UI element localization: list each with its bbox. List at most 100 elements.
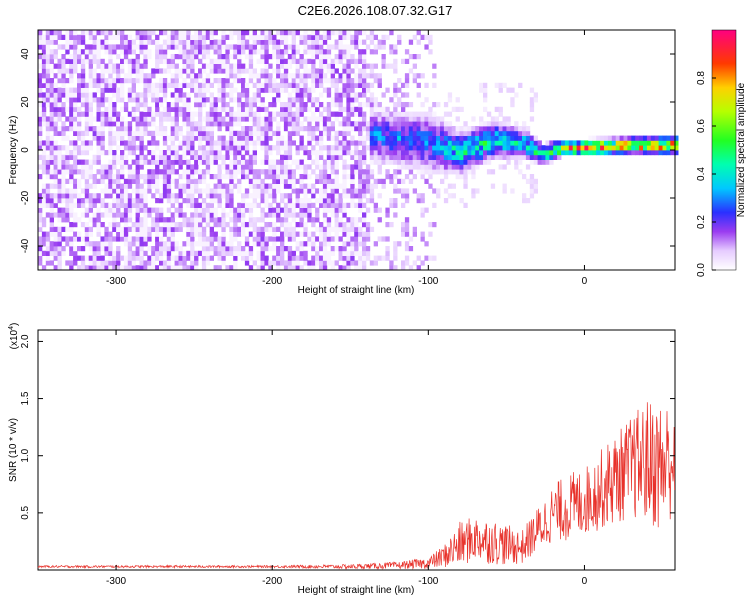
- heatmap-cell: [303, 207, 308, 213]
- heatmap-cell: [186, 236, 191, 242]
- heatmap-cell: [241, 116, 246, 122]
- heatmap-cell: [209, 231, 214, 237]
- heatmap-cell: [483, 92, 488, 98]
- heatmap-cell: [311, 87, 316, 93]
- heatmap-cell: [295, 78, 300, 84]
- heatmap-cell: [201, 212, 207, 218]
- heatmap-cell: [217, 169, 222, 175]
- heatmap-cell: [330, 236, 335, 242]
- heatmap-cell: [260, 217, 265, 223]
- heatmap-cell: [596, 140, 601, 146]
- heatmap-cell: [385, 140, 390, 146]
- heatmap-cell: [96, 178, 101, 184]
- heatmap-cell: [108, 87, 113, 93]
- heatmap-cell: [506, 126, 511, 132]
- heatmap-cell: [365, 226, 371, 232]
- heatmap-cell: [502, 154, 507, 160]
- heatmap-cell: [600, 140, 605, 146]
- heatmap-cell: [455, 126, 460, 132]
- heatmap-cell: [529, 140, 535, 146]
- heatmap-cell: [385, 246, 390, 252]
- heatmap-cell: [280, 82, 285, 88]
- heatmap-cell: [84, 130, 90, 136]
- heatmap-cell: [229, 34, 234, 40]
- heatmap-cell: [436, 140, 441, 146]
- heatmap-cell: [178, 44, 183, 50]
- heatmap-cell: [73, 106, 78, 112]
- heatmap-cell: [229, 159, 234, 165]
- heatmap-cell: [100, 174, 105, 180]
- heatmap-cell: [159, 198, 164, 204]
- heatmap-cell: [143, 265, 148, 271]
- heatmap-cell: [190, 49, 195, 55]
- heatmap-cell: [319, 260, 324, 266]
- heatmap-cell: [217, 78, 222, 84]
- heatmap-cell: [252, 121, 257, 127]
- heatmap-cell: [510, 135, 515, 141]
- heatmap-cell: [80, 102, 86, 108]
- heatmap-cell: [463, 135, 468, 141]
- heatmap-cell: [244, 39, 250, 45]
- heatmap-cell: [592, 145, 597, 151]
- heatmap-cell: [198, 58, 203, 64]
- heatmap-cell: [529, 178, 535, 184]
- heatmap-cell: [283, 183, 289, 189]
- heatmap-cell: [432, 121, 437, 127]
- heatmap-cell: [440, 140, 445, 146]
- heatmap-cell: [319, 54, 324, 60]
- heatmap-cell: [369, 34, 375, 40]
- heatmap-cell: [108, 102, 113, 108]
- heatmap-cell: [108, 126, 113, 132]
- heatmap-cell: [80, 63, 86, 69]
- heatmap-cell: [350, 140, 355, 146]
- heatmap-cell: [268, 188, 273, 194]
- heatmap-cell: [358, 111, 363, 117]
- heatmap-cell: [432, 73, 437, 79]
- heatmap-cell: [428, 49, 433, 55]
- heatmap-cell: [237, 54, 242, 60]
- heatmap-cell: [209, 255, 214, 261]
- heatmap-cell: [264, 212, 269, 218]
- heatmap-cell: [272, 87, 277, 93]
- heatmap-cell: [135, 212, 140, 218]
- heatmap-cell: [217, 121, 222, 127]
- heatmap-cell: [346, 54, 351, 60]
- heatmap-cell: [201, 130, 207, 136]
- heatmap-cell: [120, 135, 125, 141]
- heatmap-cell: [373, 207, 378, 213]
- heatmap-cell: [401, 106, 406, 112]
- heatmap-cell: [213, 58, 218, 64]
- heatmap-cell: [166, 260, 172, 266]
- heatmap-cell: [131, 236, 136, 242]
- heatmap-cell: [307, 154, 312, 160]
- heatmap-cell: [198, 145, 203, 151]
- heatmap-cell: [229, 202, 234, 208]
- heatmap-cell: [256, 106, 261, 112]
- heatmap-cell: [108, 231, 113, 237]
- heatmap-cell: [393, 140, 398, 146]
- heatmap-cell: [73, 154, 78, 160]
- heatmap-cell: [291, 34, 296, 40]
- heatmap-cell: [155, 34, 160, 40]
- heatmap-cell: [198, 217, 203, 223]
- heatmap-cell: [490, 183, 496, 189]
- heatmap-cell: [233, 97, 238, 103]
- heatmap-cell: [268, 183, 273, 189]
- heatmap-cell: [244, 164, 250, 170]
- heatmap-cell: [326, 34, 332, 40]
- heatmap-cell: [322, 207, 328, 213]
- heatmap-cell: [186, 174, 191, 180]
- heatmap-cell: [174, 44, 179, 50]
- heatmap-cell: [73, 140, 78, 146]
- heatmap-cell: [252, 130, 257, 136]
- heatmap-cell: [225, 140, 230, 146]
- heatmap-cell: [77, 78, 82, 84]
- heatmap-cell: [49, 106, 54, 112]
- heatmap-cell: [135, 154, 140, 160]
- heatmap-cell: [334, 260, 339, 266]
- heatmap-cell: [244, 241, 250, 247]
- heatmap-cell: [490, 154, 496, 160]
- heatmap-cell: [229, 97, 234, 103]
- heatmap-cell: [377, 121, 382, 127]
- heatmap-cell: [127, 198, 133, 204]
